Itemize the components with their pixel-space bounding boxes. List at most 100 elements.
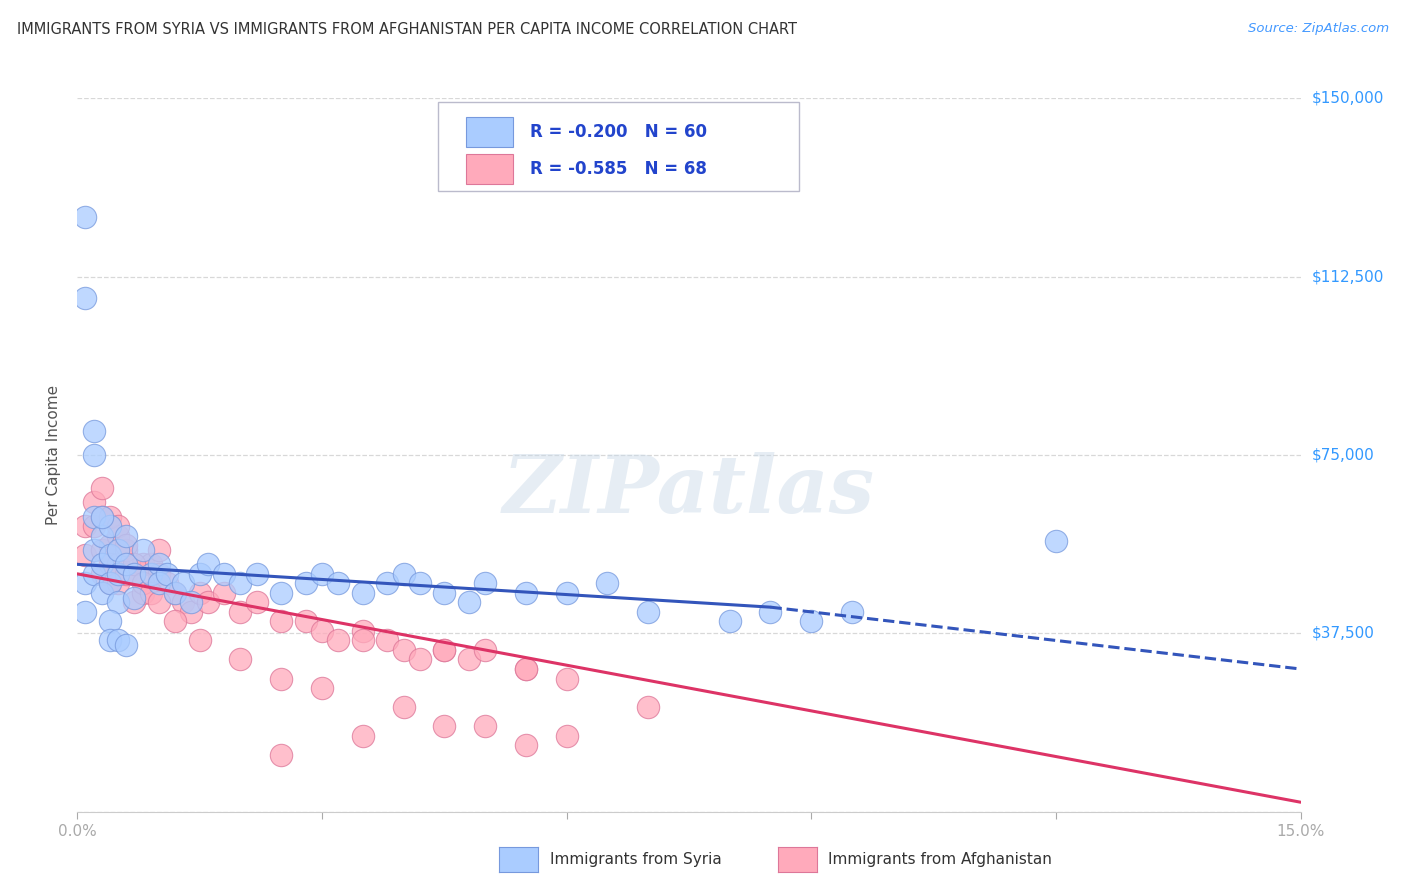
Point	[115, 543, 138, 558]
Point	[352, 633, 374, 648]
Point	[75, 210, 97, 224]
Point	[188, 566, 211, 581]
Point	[212, 586, 235, 600]
Point	[90, 509, 112, 524]
Point	[555, 729, 578, 743]
Point	[148, 566, 170, 581]
Point	[83, 543, 105, 558]
Point	[98, 615, 121, 629]
Point	[107, 529, 129, 543]
Point	[156, 576, 179, 591]
Point	[270, 672, 292, 686]
Point	[433, 643, 456, 657]
Point	[115, 638, 138, 652]
Point	[555, 672, 578, 686]
Point	[131, 558, 153, 572]
Point	[107, 543, 129, 558]
Point	[75, 576, 97, 591]
Point	[311, 566, 333, 581]
Point	[98, 576, 121, 591]
Point	[596, 576, 619, 591]
Point	[392, 700, 415, 714]
Point	[90, 566, 112, 581]
Point	[433, 586, 456, 600]
Point	[515, 662, 537, 676]
Point	[107, 566, 129, 581]
Point	[474, 719, 496, 733]
Point	[165, 586, 187, 600]
Point	[515, 662, 537, 676]
Point	[294, 615, 316, 629]
Point	[148, 558, 170, 572]
Point	[270, 615, 292, 629]
Point	[197, 558, 219, 572]
Point	[98, 576, 121, 591]
Point	[409, 576, 432, 591]
Point	[229, 576, 252, 591]
Point	[83, 519, 105, 533]
Point	[107, 633, 129, 648]
Point	[75, 548, 97, 562]
Point	[90, 558, 112, 572]
Text: Source: ZipAtlas.com: Source: ZipAtlas.com	[1249, 22, 1389, 36]
FancyBboxPatch shape	[467, 153, 513, 184]
Point	[328, 633, 350, 648]
Point	[165, 615, 187, 629]
Point	[172, 595, 194, 609]
Point	[83, 509, 105, 524]
Point	[131, 543, 153, 558]
Text: $37,500: $37,500	[1312, 626, 1375, 640]
Point	[98, 558, 121, 572]
Point	[1045, 533, 1067, 548]
Point	[800, 615, 823, 629]
Point	[555, 586, 578, 600]
FancyBboxPatch shape	[467, 118, 513, 147]
Text: Immigrants from Afghanistan: Immigrants from Afghanistan	[828, 853, 1052, 867]
Point	[433, 719, 456, 733]
Point	[246, 595, 269, 609]
Point	[139, 558, 162, 572]
Point	[637, 700, 659, 714]
Point	[409, 652, 432, 666]
Text: ZIPatlas: ZIPatlas	[503, 452, 875, 529]
Point	[294, 576, 316, 591]
Point	[131, 586, 153, 600]
Point	[172, 576, 194, 591]
Point	[90, 529, 112, 543]
Point	[375, 633, 398, 648]
Point	[188, 586, 211, 600]
Point	[98, 509, 121, 524]
Point	[229, 605, 252, 619]
Point	[352, 624, 374, 638]
Point	[156, 566, 179, 581]
Point	[90, 586, 112, 600]
Point	[637, 605, 659, 619]
Point	[148, 595, 170, 609]
Point	[124, 566, 146, 581]
Point	[124, 566, 146, 581]
Point	[180, 605, 202, 619]
Text: R = -0.585   N = 68: R = -0.585 N = 68	[530, 160, 707, 178]
Point	[457, 595, 479, 609]
Point	[75, 519, 97, 533]
Point	[98, 633, 121, 648]
Text: $75,000: $75,000	[1312, 448, 1375, 462]
Point	[83, 495, 105, 509]
Point	[115, 538, 138, 552]
Point	[83, 448, 105, 462]
Point	[311, 624, 333, 638]
Point	[165, 586, 187, 600]
Point	[197, 595, 219, 609]
Point	[90, 543, 112, 558]
Point	[107, 558, 129, 572]
Point	[115, 566, 138, 581]
Point	[124, 558, 146, 572]
FancyBboxPatch shape	[439, 102, 799, 191]
Point	[115, 558, 138, 572]
Point	[375, 576, 398, 591]
Point	[98, 548, 121, 562]
Point	[107, 576, 129, 591]
Point	[270, 747, 292, 762]
Text: R = -0.200   N = 60: R = -0.200 N = 60	[530, 123, 707, 141]
Text: $112,500: $112,500	[1312, 269, 1384, 284]
